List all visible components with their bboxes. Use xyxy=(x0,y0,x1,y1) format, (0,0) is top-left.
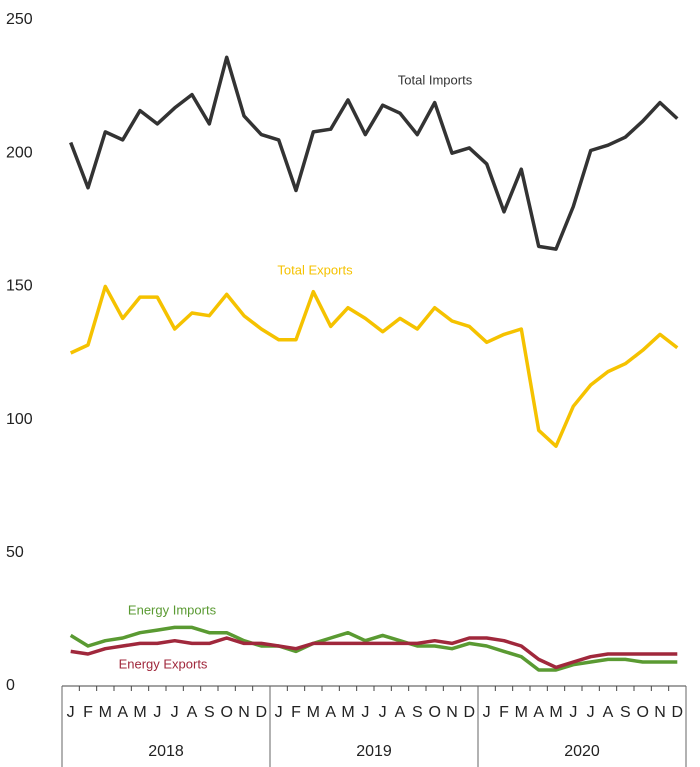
x-tick-label: O xyxy=(636,704,648,721)
x-tick-label: F xyxy=(291,704,301,721)
x-tick-label: J xyxy=(361,704,369,721)
x-tick-label: D xyxy=(256,704,268,721)
x-tick-label: M xyxy=(99,704,112,721)
x-tick-label: M xyxy=(515,704,528,721)
y-tick-label: 50 xyxy=(6,544,24,561)
x-tick-label: N xyxy=(446,704,458,721)
year-label: 2019 xyxy=(356,743,392,760)
x-tick-label: A xyxy=(395,704,406,721)
series-line xyxy=(69,625,678,672)
x-tick-label: J xyxy=(379,704,387,721)
x-tick-label: S xyxy=(412,704,423,721)
x-tick-label: S xyxy=(204,704,215,721)
x-tick-label: A xyxy=(533,704,544,721)
series-label: Energy Exports xyxy=(119,656,208,671)
x-tick-label: D xyxy=(672,704,684,721)
x-tick-label: N xyxy=(654,704,666,721)
x-tick-label: M xyxy=(549,704,562,721)
x-tick-label: J xyxy=(569,704,577,721)
year-label: 2018 xyxy=(148,743,184,760)
x-tick-label: A xyxy=(117,704,128,721)
x-tick-label: J xyxy=(67,704,75,721)
x-tick-label: O xyxy=(220,704,232,721)
series-label: Energy Imports xyxy=(128,602,217,617)
x-tick-label: J xyxy=(587,704,595,721)
x-tick-label: O xyxy=(428,704,440,721)
x-tick-label: J xyxy=(275,704,283,721)
x-tick-label: F xyxy=(499,704,509,721)
x-tick-label: F xyxy=(83,704,93,721)
year-label: 2020 xyxy=(564,743,600,760)
x-tick-label: J xyxy=(171,704,179,721)
y-tick-label: 0 xyxy=(6,677,15,694)
series-label: Total Exports xyxy=(277,262,353,277)
y-tick-label: 200 xyxy=(6,144,33,161)
y-tick-label: 250 xyxy=(6,11,33,28)
x-tick-label: M xyxy=(133,704,146,721)
x-tick-label: M xyxy=(307,704,320,721)
y-tick-label: 100 xyxy=(6,411,33,428)
x-tick-label: A xyxy=(187,704,198,721)
series-line xyxy=(70,636,678,670)
series-label: Total Imports xyxy=(398,72,473,87)
y-tick-label: 150 xyxy=(6,278,33,295)
x-tick-label: A xyxy=(603,704,614,721)
x-tick-label: J xyxy=(153,704,161,721)
x-tick-label: A xyxy=(325,704,336,721)
x-tick-label: J xyxy=(483,704,491,721)
x-tick-label: S xyxy=(620,704,631,721)
series-line xyxy=(69,284,679,448)
x-tick-label: M xyxy=(341,704,354,721)
series-line xyxy=(69,55,679,251)
x-tick-label: N xyxy=(238,704,250,721)
x-tick-label: D xyxy=(464,704,476,721)
